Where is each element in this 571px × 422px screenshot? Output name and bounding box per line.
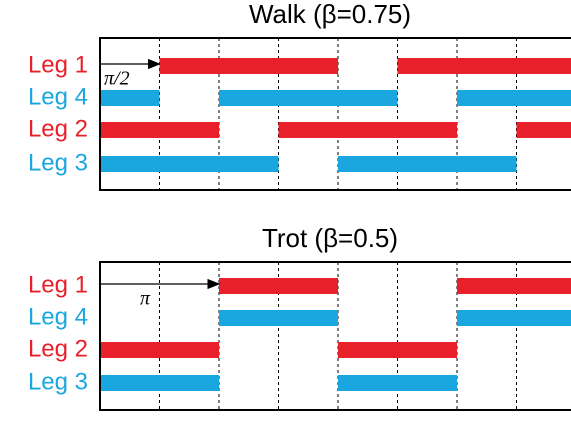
stance-bar	[338, 375, 457, 391]
leg-label: Leg 1	[28, 271, 88, 298]
stance-bar	[219, 90, 398, 106]
leg-label: Leg 4	[28, 83, 88, 110]
stance-bar	[100, 122, 219, 138]
panel-title: Walk (β=0.75)	[249, 0, 411, 29]
stance-bar	[338, 342, 457, 358]
stance-bar	[100, 156, 279, 172]
stance-bar	[100, 342, 219, 358]
leg-label: Leg 3	[28, 368, 88, 395]
leg-label: Leg 3	[28, 149, 88, 176]
leg-label: Leg 1	[28, 51, 88, 78]
phase-label: π	[140, 288, 151, 310]
stance-bar	[219, 310, 338, 326]
stance-bar	[160, 58, 339, 74]
leg-label: Leg 2	[28, 115, 88, 142]
stance-bar	[457, 90, 571, 106]
stance-bar	[279, 122, 458, 138]
phase-label: π/2	[104, 68, 130, 90]
stance-bar	[100, 90, 160, 106]
panel-title: Trot (β=0.5)	[262, 223, 398, 253]
stance-bar	[338, 156, 517, 172]
stance-bar	[457, 278, 571, 294]
stance-bar	[398, 58, 571, 74]
stance-bar	[219, 278, 338, 294]
leg-label: Leg 2	[28, 335, 88, 362]
leg-label: Leg 4	[28, 303, 88, 330]
stance-bar	[100, 375, 219, 391]
stance-bar	[457, 310, 571, 326]
stance-bar	[517, 122, 571, 138]
